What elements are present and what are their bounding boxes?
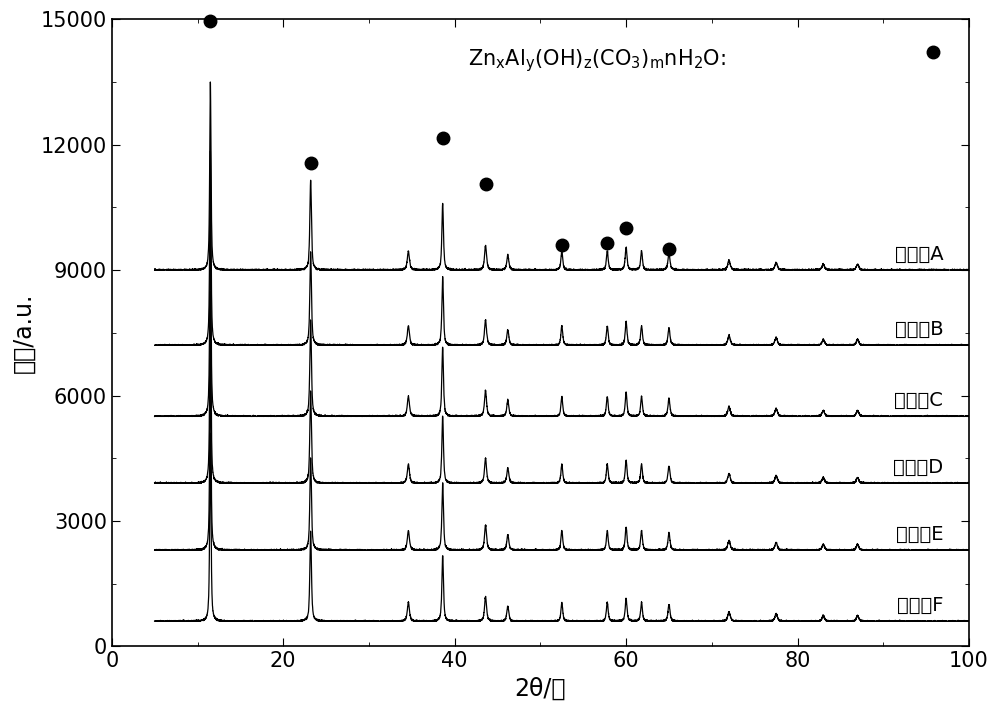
Text: 前驱体E: 前驱体E <box>896 525 943 544</box>
Y-axis label: 强度/a.u.: 强度/a.u. <box>11 293 35 373</box>
Text: $\mathregular{Zn_xAl_y(OH)_z(CO_3)_mnH_2O}$:: $\mathregular{Zn_xAl_y(OH)_z(CO_3)_mnH_2… <box>468 47 725 74</box>
Text: 前驱体B: 前驱体B <box>895 320 943 339</box>
Text: 前驱体F: 前驱体F <box>897 596 943 615</box>
Text: 前驱体C: 前驱体C <box>894 391 943 410</box>
X-axis label: 2θ/度: 2θ/度 <box>515 677 566 701</box>
Text: 前驱体D: 前驱体D <box>893 458 943 477</box>
Text: 前驱体A: 前驱体A <box>895 245 943 263</box>
